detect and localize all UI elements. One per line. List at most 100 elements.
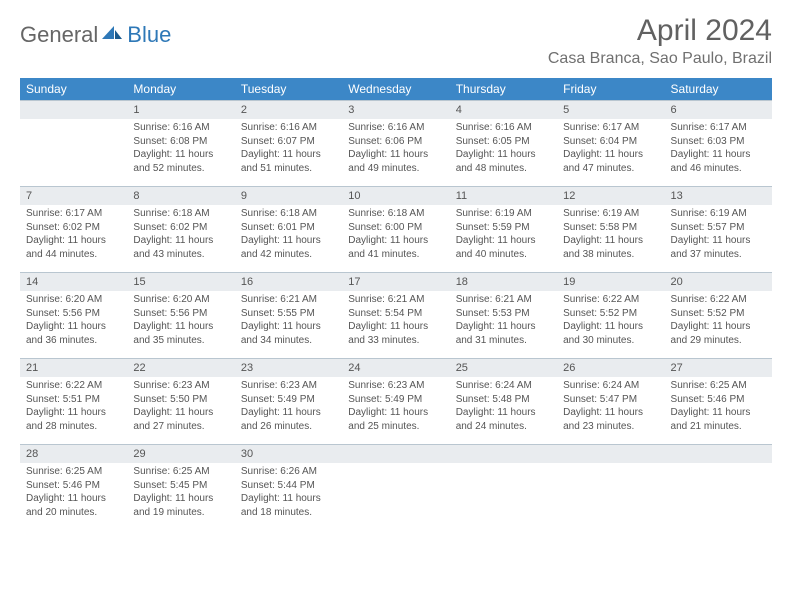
day-number: 26 <box>557 359 664 377</box>
daylight-text: Daylight: 11 hours and 28 minutes. <box>26 406 121 433</box>
day-details <box>342 463 449 469</box>
sunrise-text: Sunrise: 6:21 AM <box>241 293 336 307</box>
sunset-text: Sunset: 5:48 PM <box>456 393 551 407</box>
calendar-day-cell: 20Sunrise: 6:22 AMSunset: 5:52 PMDayligh… <box>665 273 772 359</box>
sunset-text: Sunset: 6:05 PM <box>456 135 551 149</box>
sunrise-text: Sunrise: 6:18 AM <box>241 207 336 221</box>
daylight-text: Daylight: 11 hours and 35 minutes. <box>133 320 228 347</box>
calendar-day-cell: 13Sunrise: 6:19 AMSunset: 5:57 PMDayligh… <box>665 187 772 273</box>
daylight-text: Daylight: 11 hours and 49 minutes. <box>348 148 443 175</box>
title-block: April 2024 Casa Branca, Sao Paulo, Brazi… <box>548 14 772 68</box>
day-details <box>665 463 772 469</box>
calendar-week-row: 28Sunrise: 6:25 AMSunset: 5:46 PMDayligh… <box>20 445 772 531</box>
day-number: 22 <box>127 359 234 377</box>
day-number: 13 <box>665 187 772 205</box>
day-details: Sunrise: 6:23 AMSunset: 5:49 PMDaylight:… <box>235 377 342 437</box>
sunset-text: Sunset: 5:52 PM <box>563 307 658 321</box>
sunrise-text: Sunrise: 6:23 AM <box>133 379 228 393</box>
day-number: 24 <box>342 359 449 377</box>
calendar-page: General Blue April 2024 Casa Branca, Sao… <box>0 0 792 551</box>
calendar-day-cell: 22Sunrise: 6:23 AMSunset: 5:50 PMDayligh… <box>127 359 234 445</box>
day-number: 23 <box>235 359 342 377</box>
sunset-text: Sunset: 6:00 PM <box>348 221 443 235</box>
weekday-header: Tuesday <box>235 78 342 101</box>
calendar-day-cell: 3Sunrise: 6:16 AMSunset: 6:06 PMDaylight… <box>342 101 449 187</box>
sunrise-text: Sunrise: 6:26 AM <box>241 465 336 479</box>
sunset-text: Sunset: 5:45 PM <box>133 479 228 493</box>
sunrise-text: Sunrise: 6:19 AM <box>456 207 551 221</box>
calendar-day-cell: 17Sunrise: 6:21 AMSunset: 5:54 PMDayligh… <box>342 273 449 359</box>
calendar-day-cell <box>20 101 127 187</box>
calendar-day-cell: 10Sunrise: 6:18 AMSunset: 6:00 PMDayligh… <box>342 187 449 273</box>
day-details <box>450 463 557 469</box>
sunrise-text: Sunrise: 6:19 AM <box>671 207 766 221</box>
day-details: Sunrise: 6:21 AMSunset: 5:55 PMDaylight:… <box>235 291 342 351</box>
calendar-day-cell: 11Sunrise: 6:19 AMSunset: 5:59 PMDayligh… <box>450 187 557 273</box>
daylight-text: Daylight: 11 hours and 42 minutes. <box>241 234 336 261</box>
calendar-day-cell: 29Sunrise: 6:25 AMSunset: 5:45 PMDayligh… <box>127 445 234 531</box>
sunrise-text: Sunrise: 6:19 AM <box>563 207 658 221</box>
daylight-text: Daylight: 11 hours and 51 minutes. <box>241 148 336 175</box>
daylight-text: Daylight: 11 hours and 43 minutes. <box>133 234 228 261</box>
calendar-day-cell: 23Sunrise: 6:23 AMSunset: 5:49 PMDayligh… <box>235 359 342 445</box>
day-details: Sunrise: 6:16 AMSunset: 6:07 PMDaylight:… <box>235 119 342 179</box>
day-number: 9 <box>235 187 342 205</box>
day-details: Sunrise: 6:23 AMSunset: 5:49 PMDaylight:… <box>342 377 449 437</box>
sunrise-text: Sunrise: 6:25 AM <box>133 465 228 479</box>
day-details <box>557 463 664 469</box>
sunrise-text: Sunrise: 6:18 AM <box>348 207 443 221</box>
day-number: 27 <box>665 359 772 377</box>
month-title: April 2024 <box>548 14 772 48</box>
sunrise-text: Sunrise: 6:22 AM <box>563 293 658 307</box>
daylight-text: Daylight: 11 hours and 48 minutes. <box>456 148 551 175</box>
sunrise-text: Sunrise: 6:23 AM <box>348 379 443 393</box>
day-number <box>342 445 449 463</box>
sunset-text: Sunset: 5:56 PM <box>26 307 121 321</box>
weekday-header: Friday <box>557 78 664 101</box>
sunset-text: Sunset: 6:08 PM <box>133 135 228 149</box>
calendar-day-cell: 2Sunrise: 6:16 AMSunset: 6:07 PMDaylight… <box>235 101 342 187</box>
day-details: Sunrise: 6:17 AMSunset: 6:03 PMDaylight:… <box>665 119 772 179</box>
daylight-text: Daylight: 11 hours and 18 minutes. <box>241 492 336 519</box>
sunrise-text: Sunrise: 6:17 AM <box>563 121 658 135</box>
day-number: 8 <box>127 187 234 205</box>
day-number: 14 <box>20 273 127 291</box>
location-subtitle: Casa Branca, Sao Paulo, Brazil <box>548 50 772 68</box>
day-number: 28 <box>20 445 127 463</box>
day-number: 3 <box>342 101 449 119</box>
calendar-day-cell: 19Sunrise: 6:22 AMSunset: 5:52 PMDayligh… <box>557 273 664 359</box>
calendar-day-cell <box>342 445 449 531</box>
calendar-day-cell: 14Sunrise: 6:20 AMSunset: 5:56 PMDayligh… <box>20 273 127 359</box>
daylight-text: Daylight: 11 hours and 37 minutes. <box>671 234 766 261</box>
calendar-day-cell <box>557 445 664 531</box>
weekday-header: Saturday <box>665 78 772 101</box>
daylight-text: Daylight: 11 hours and 21 minutes. <box>671 406 766 433</box>
day-number: 20 <box>665 273 772 291</box>
sail-icon <box>100 22 123 48</box>
day-number: 29 <box>127 445 234 463</box>
calendar-week-row: 1Sunrise: 6:16 AMSunset: 6:08 PMDaylight… <box>20 101 772 187</box>
logo-text-general: General <box>20 22 98 48</box>
day-details: Sunrise: 6:24 AMSunset: 5:48 PMDaylight:… <box>450 377 557 437</box>
day-details: Sunrise: 6:20 AMSunset: 5:56 PMDaylight:… <box>127 291 234 351</box>
day-details: Sunrise: 6:20 AMSunset: 5:56 PMDaylight:… <box>20 291 127 351</box>
day-details: Sunrise: 6:22 AMSunset: 5:52 PMDaylight:… <box>557 291 664 351</box>
day-details: Sunrise: 6:25 AMSunset: 5:46 PMDaylight:… <box>665 377 772 437</box>
day-details: Sunrise: 6:19 AMSunset: 5:57 PMDaylight:… <box>665 205 772 265</box>
sunset-text: Sunset: 5:50 PM <box>133 393 228 407</box>
sunrise-text: Sunrise: 6:20 AM <box>26 293 121 307</box>
day-details: Sunrise: 6:16 AMSunset: 6:05 PMDaylight:… <box>450 119 557 179</box>
calendar-day-cell: 6Sunrise: 6:17 AMSunset: 6:03 PMDaylight… <box>665 101 772 187</box>
calendar-day-cell: 9Sunrise: 6:18 AMSunset: 6:01 PMDaylight… <box>235 187 342 273</box>
weekday-header: Monday <box>127 78 234 101</box>
day-details: Sunrise: 6:17 AMSunset: 6:02 PMDaylight:… <box>20 205 127 265</box>
daylight-text: Daylight: 11 hours and 23 minutes. <box>563 406 658 433</box>
day-details: Sunrise: 6:18 AMSunset: 6:01 PMDaylight:… <box>235 205 342 265</box>
sunset-text: Sunset: 5:46 PM <box>671 393 766 407</box>
calendar-day-cell: 27Sunrise: 6:25 AMSunset: 5:46 PMDayligh… <box>665 359 772 445</box>
sunset-text: Sunset: 5:55 PM <box>241 307 336 321</box>
day-details: Sunrise: 6:18 AMSunset: 6:00 PMDaylight:… <box>342 205 449 265</box>
weekday-header-row: Sunday Monday Tuesday Wednesday Thursday… <box>20 78 772 101</box>
calendar-day-cell: 5Sunrise: 6:17 AMSunset: 6:04 PMDaylight… <box>557 101 664 187</box>
sunrise-text: Sunrise: 6:16 AM <box>456 121 551 135</box>
